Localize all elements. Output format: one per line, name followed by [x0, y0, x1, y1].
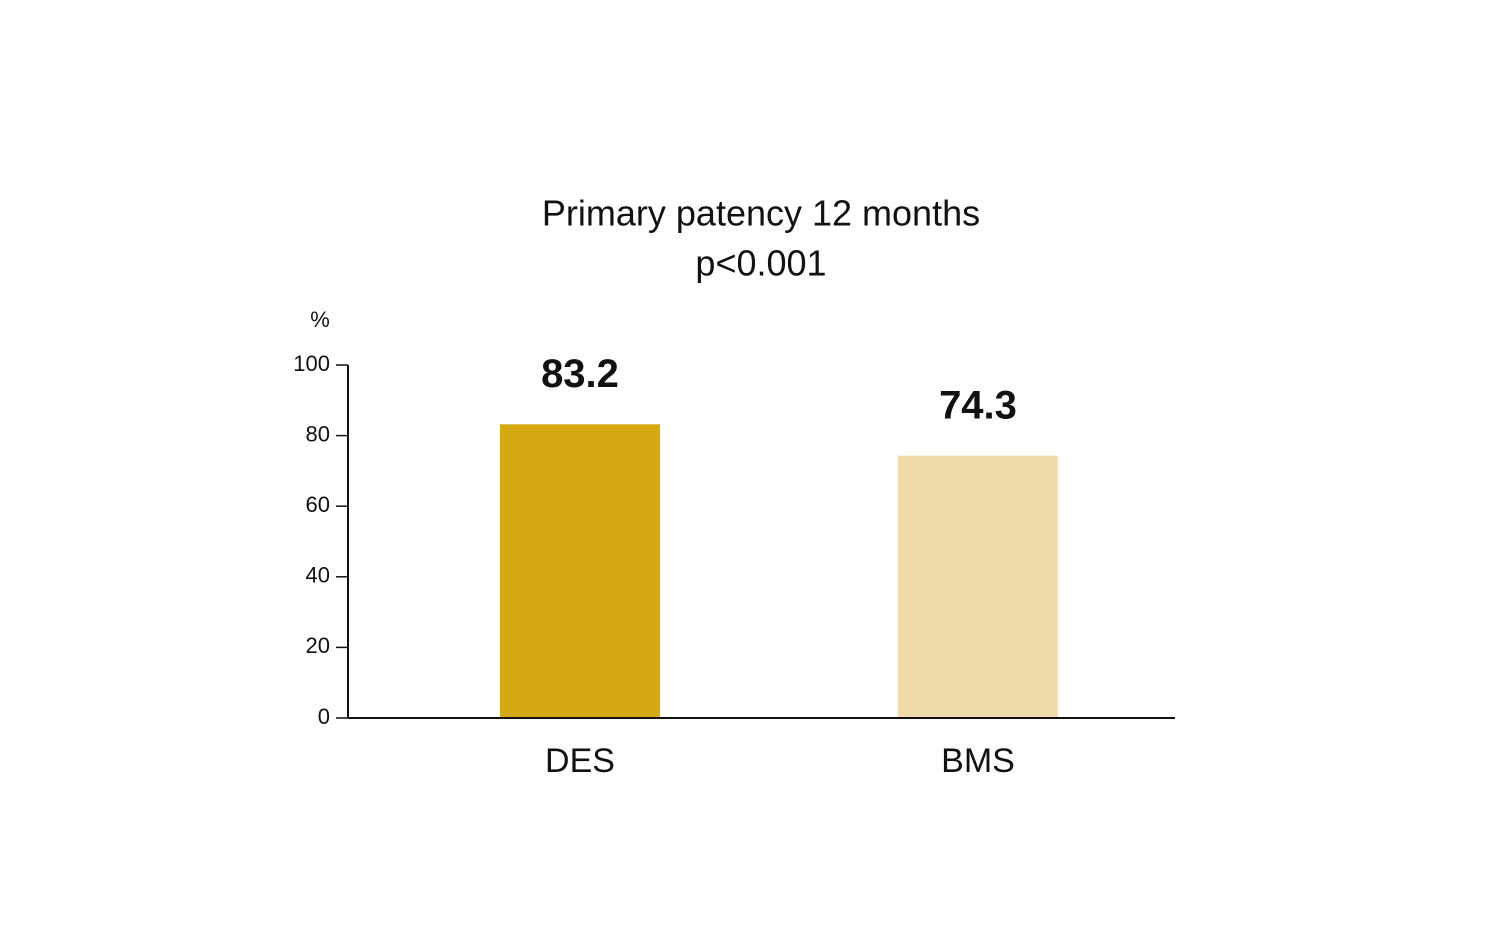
chart-title: Primary patency 12 months — [542, 193, 980, 234]
chart-subtitle: p<0.001 — [695, 243, 826, 284]
y-tick-label: 20 — [306, 633, 330, 658]
y-tick-label: 60 — [306, 492, 330, 517]
bar — [898, 455, 1058, 718]
value-label: 83.2 — [541, 352, 619, 396]
y-axis-label: % — [310, 307, 330, 332]
y-tick-label: 40 — [306, 563, 330, 588]
x-tick-label: BMS — [941, 742, 1015, 780]
x-tick-label: DES — [545, 742, 615, 780]
bar — [500, 424, 660, 718]
y-tick-label: 100 — [293, 351, 330, 376]
value-label: 74.3 — [939, 383, 1017, 427]
y-tick-label: 80 — [306, 421, 330, 446]
y-tick-label: 0 — [318, 704, 330, 729]
